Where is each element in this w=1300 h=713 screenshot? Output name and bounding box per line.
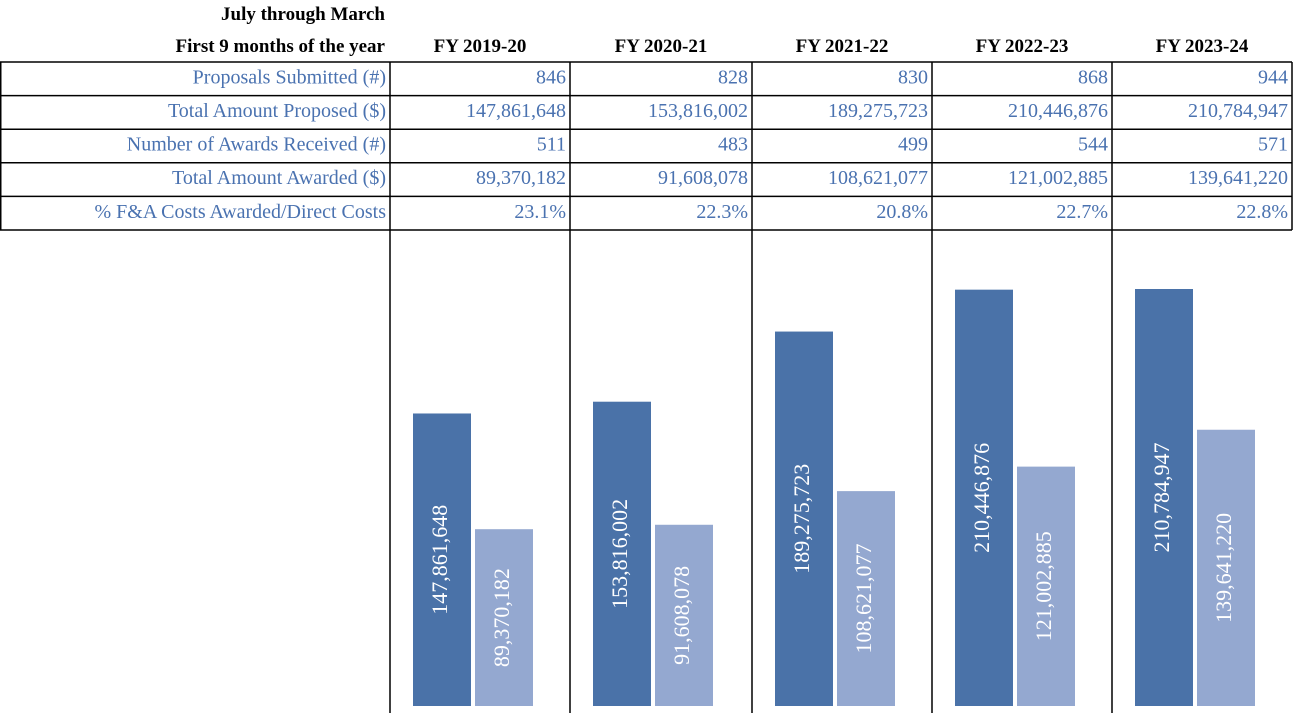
row-label: % F&A Costs Awarded/Direct Costs (95, 201, 387, 223)
cell-value: 91,608,078 (658, 167, 748, 189)
bar (655, 524, 713, 706)
cell-value: 511 (537, 134, 566, 156)
cell-value: 139,641,220 (1188, 167, 1288, 189)
cell-value: 147,861,648 (466, 100, 566, 122)
cell-value: 108,621,077 (828, 167, 928, 189)
cell-value: 89,370,182 (476, 167, 566, 189)
cell-value: 189,275,723 (828, 100, 928, 122)
bar-label: 91,608,078 (669, 566, 694, 665)
bar-label: 108,621,077 (851, 544, 876, 654)
column-header: FY 2023-24 (1156, 36, 1249, 57)
bar-label: 147,861,648 (427, 505, 452, 615)
cell-value: 22.7% (1056, 201, 1108, 223)
cell-value: 868 (1078, 66, 1108, 88)
cell-value: 499 (898, 134, 928, 156)
cell-value: 22.8% (1236, 201, 1288, 223)
bar (775, 331, 833, 706)
cell-value: 210,784,947 (1188, 100, 1288, 122)
column-header: FY 2019-20 (434, 36, 527, 57)
table-title: July through March (221, 4, 385, 25)
cell-value: 846 (536, 66, 566, 88)
bar-label: 210,784,947 (1149, 443, 1174, 553)
row-label: Total Amount Awarded ($) (172, 167, 386, 189)
cell-value: 22.3% (696, 201, 748, 223)
bar-label: 153,816,002 (607, 499, 632, 609)
table-title: First 9 months of the year (176, 36, 386, 57)
cell-value: 944 (1258, 66, 1288, 88)
bar (1197, 429, 1255, 706)
cell-value: 483 (718, 134, 748, 156)
cell-value: 121,002,885 (1008, 167, 1108, 189)
row-label: Total Amount Proposed ($) (168, 100, 386, 122)
column-header: FY 2021-22 (796, 36, 889, 57)
cell-value: 20.8% (876, 201, 928, 223)
bar (1135, 289, 1193, 706)
bar (1017, 466, 1075, 706)
bar-label: 189,275,723 (789, 464, 814, 574)
bar-label: 139,641,220 (1211, 513, 1236, 623)
cell-value: 571 (1258, 134, 1288, 156)
cell-value: 544 (1078, 134, 1108, 156)
bar-label: 210,446,876 (969, 443, 994, 553)
row-label: Number of Awards Received (#) (127, 134, 386, 156)
column-header: FY 2022-23 (976, 36, 1069, 57)
cell-value: 830 (898, 66, 928, 88)
bar (593, 401, 651, 706)
cell-value: 153,816,002 (648, 100, 748, 122)
cell-value: 23.1% (514, 201, 566, 223)
bar-label: 121,002,885 (1031, 531, 1056, 641)
bar (837, 491, 895, 706)
bar (413, 413, 471, 706)
column-header: FY 2020-21 (615, 36, 708, 57)
bar (955, 289, 1013, 706)
cell-value: 828 (718, 66, 748, 88)
cell-value: 210,446,876 (1008, 100, 1108, 122)
bar-label: 89,370,182 (489, 568, 514, 667)
bar (475, 529, 533, 706)
row-label: Proposals Submitted (#) (193, 66, 386, 88)
